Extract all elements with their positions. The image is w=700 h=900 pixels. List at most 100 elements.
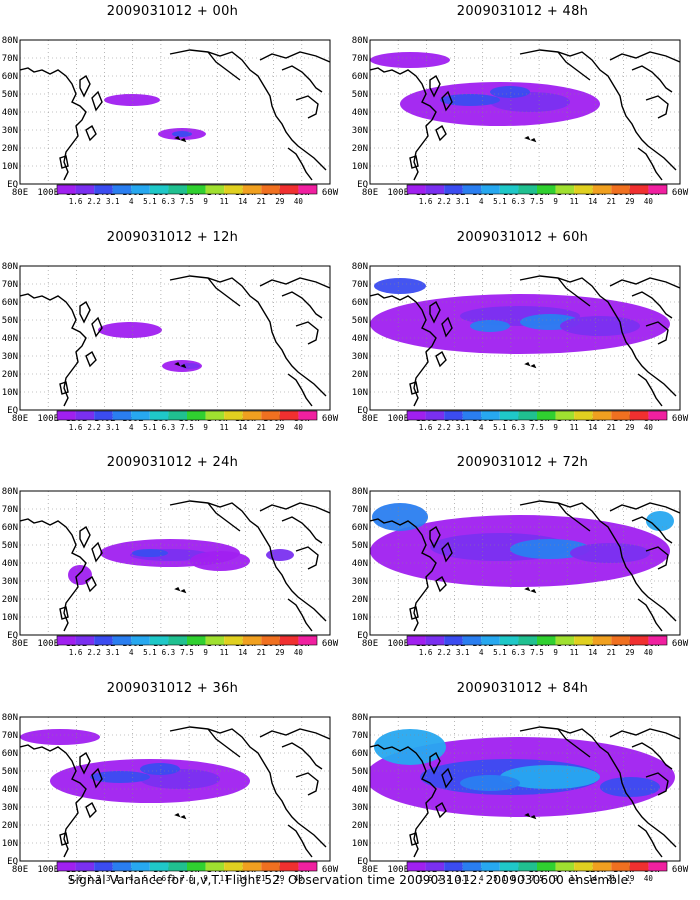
coastline bbox=[524, 362, 531, 367]
colorbar-swatch bbox=[298, 411, 317, 420]
coastline bbox=[79, 74, 91, 98]
colorbar-label: 29 bbox=[275, 874, 284, 883]
lat-tick-label: 70N bbox=[2, 280, 18, 290]
colorbar-label: 9 bbox=[553, 874, 558, 883]
lat-tick-label: 10N bbox=[352, 839, 368, 849]
coastline bbox=[79, 751, 91, 775]
colorbar-swatch bbox=[499, 862, 519, 871]
colorbar-swatch bbox=[168, 411, 187, 420]
colorbar-swatch bbox=[425, 636, 445, 645]
colorbar-swatch bbox=[279, 862, 299, 871]
colorbar-label: 7.5 bbox=[530, 423, 544, 432]
colorbar-label: 5.1 bbox=[493, 648, 507, 657]
lon-tick-label: 60W bbox=[672, 188, 689, 198]
colorbar: 1.6 2.2 3.1 4 5.1 6.3 7.5 9 11 14 21 29 40 bbox=[56, 861, 318, 883]
colorbar-label: 29 bbox=[275, 197, 284, 206]
colorbar-swatch bbox=[149, 185, 169, 194]
lat-tick-label: 40N bbox=[352, 108, 368, 118]
colorbar-label: 21 bbox=[257, 423, 266, 432]
coastline bbox=[609, 728, 680, 740]
colorbar-swatch bbox=[499, 411, 519, 420]
coastline bbox=[91, 316, 103, 338]
colorbar-label: 6.3 bbox=[512, 874, 526, 883]
colorbar-label: 21 bbox=[257, 197, 266, 206]
coastline bbox=[645, 321, 669, 345]
colorbar-label: 2.2 bbox=[87, 648, 101, 657]
lat-tick-label: 50N bbox=[352, 767, 368, 777]
colorbar-swatch bbox=[444, 862, 463, 871]
colorbar-swatch bbox=[574, 185, 593, 194]
lat-tick-label: 60N bbox=[2, 749, 18, 759]
colorbar-swatch bbox=[298, 636, 317, 645]
colorbar-label: 11 bbox=[220, 197, 229, 206]
colorbar-label: 2.2 bbox=[437, 648, 451, 657]
colorbar-swatch bbox=[537, 185, 556, 194]
lat-tick-label: 10N bbox=[352, 388, 368, 398]
colorbar-swatch bbox=[261, 636, 280, 645]
colorbar-label: 4 bbox=[479, 648, 484, 657]
lat-tick-label: 80N bbox=[352, 36, 368, 46]
colorbar-label: 21 bbox=[607, 874, 616, 883]
panel-title: 2009031012 + 12h bbox=[106, 230, 239, 245]
variance-map: 80E100E120E140E160E180160W140W120W100W80… bbox=[2, 487, 339, 649]
colorbar-swatch bbox=[537, 411, 556, 420]
lon-tick-label: 80E bbox=[12, 639, 28, 649]
lat-tick-label: 60N bbox=[2, 523, 18, 533]
lat-tick-label: 20N bbox=[2, 595, 18, 605]
map-panel: 2009031012 + 60h80E100E120E140E160E18016… bbox=[350, 226, 695, 448]
panel-title: 2009031012 + 24h bbox=[106, 455, 239, 470]
colorbar-swatch bbox=[462, 862, 482, 871]
colorbar-swatch bbox=[555, 185, 575, 194]
colorbar: 1.6 2.2 3.1 4 5.1 6.3 7.5 9 11 14 21 29 40 bbox=[406, 861, 668, 883]
colorbar-swatch bbox=[518, 411, 537, 420]
panel-title: 2009031012 + 36h bbox=[106, 681, 239, 696]
lat-tick-label: 30N bbox=[2, 352, 18, 362]
lon-tick-label: 60W bbox=[672, 639, 689, 649]
lat-tick-label: 10N bbox=[352, 162, 368, 172]
colorbar-swatch bbox=[187, 185, 206, 194]
colorbar-label: 11 bbox=[570, 874, 579, 883]
colorbar-label: 4 bbox=[129, 423, 134, 432]
colorbar-swatch bbox=[407, 636, 426, 645]
colorbar-label: 11 bbox=[220, 423, 229, 432]
coastline bbox=[287, 598, 313, 632]
colorbar-swatch bbox=[462, 636, 482, 645]
colorbar-swatch bbox=[131, 185, 150, 194]
lat-tick-label: 30N bbox=[2, 577, 18, 587]
colorbar-swatch bbox=[261, 185, 280, 194]
lat-tick-label: 50N bbox=[2, 90, 18, 100]
panel-title: 2009031012 + 48h bbox=[456, 4, 589, 19]
coastline bbox=[631, 516, 673, 544]
coastline bbox=[637, 824, 663, 858]
coastline bbox=[524, 587, 531, 592]
coastline bbox=[169, 726, 327, 848]
coastline bbox=[85, 350, 97, 368]
colorbar-swatch bbox=[499, 636, 519, 645]
colorbar-swatch bbox=[149, 862, 169, 871]
colorbar-swatch bbox=[205, 636, 225, 645]
colorbar-label: 5.1 bbox=[493, 197, 507, 206]
colorbar-swatch bbox=[648, 636, 667, 645]
lon-tick-label: 80E bbox=[362, 188, 378, 198]
coastline bbox=[85, 575, 97, 593]
lat-tick-label: 70N bbox=[352, 280, 368, 290]
coastline bbox=[281, 65, 323, 93]
colorbar-label: 21 bbox=[257, 874, 266, 883]
colorbar-label: 40 bbox=[294, 648, 304, 657]
colorbar-swatch bbox=[444, 636, 463, 645]
variance-region bbox=[440, 94, 500, 106]
colorbar-label: 14 bbox=[238, 648, 248, 657]
coastline bbox=[609, 502, 680, 514]
coastline bbox=[174, 362, 181, 367]
lat-tick-label: 10N bbox=[2, 613, 18, 623]
variance-region bbox=[68, 565, 92, 585]
colorbar-label: 6.3 bbox=[162, 423, 176, 432]
colorbar-swatch bbox=[94, 185, 113, 194]
coastline bbox=[174, 813, 181, 818]
lon-tick-label: 100E bbox=[37, 188, 59, 198]
coastline bbox=[287, 373, 313, 407]
colorbar-label: 11 bbox=[570, 423, 579, 432]
colorbar-swatch bbox=[481, 185, 500, 194]
coastline bbox=[281, 742, 323, 770]
colorbar-swatch bbox=[131, 862, 150, 871]
